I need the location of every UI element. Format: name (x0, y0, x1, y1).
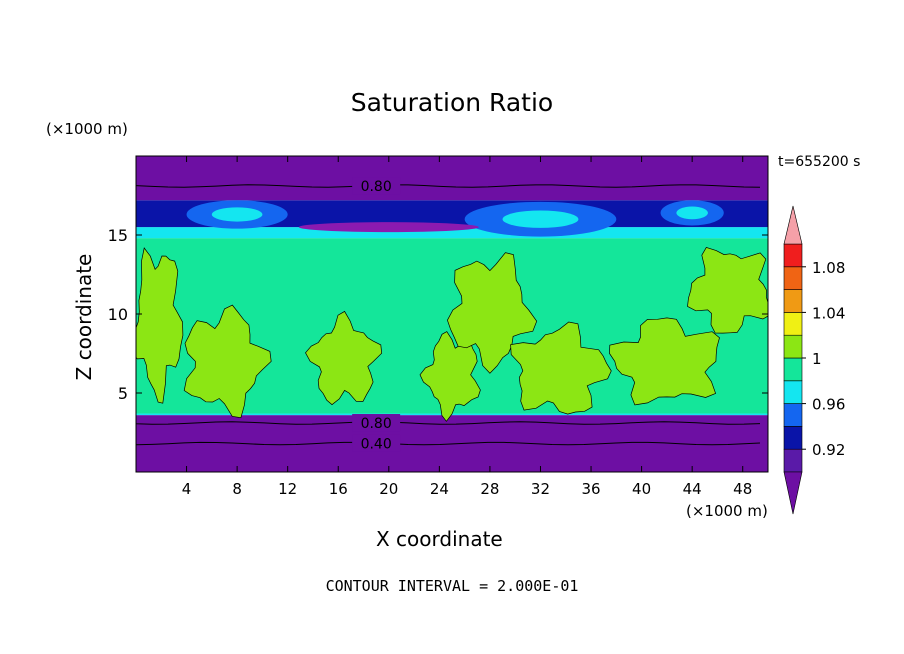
dry-layer-streak (298, 222, 479, 233)
x-tick-label: 24 (430, 480, 449, 498)
colorbar: 0.92 0.96 1 1.04 1.08 (783, 205, 845, 515)
z-axis-unit: (×1000 m) (46, 120, 128, 138)
x-tick-label: 4 (182, 480, 192, 498)
colorbar-segment (783, 312, 803, 336)
moist-region (136, 247, 184, 404)
moist-region (305, 310, 383, 406)
colorbar-segment (783, 243, 803, 268)
contour-label: 0.80 (361, 416, 392, 432)
x-tick-label: 8 (232, 480, 242, 498)
contour-line (136, 441, 761, 446)
y-tick-label: 15 (108, 226, 128, 245)
colorbar-segment (783, 289, 803, 313)
moist-region (447, 252, 538, 374)
field-band (136, 156, 768, 201)
x-tick-label: 12 (278, 480, 297, 498)
contour-interval-note: CONTOUR INTERVAL = 2.000E-01 (325, 577, 579, 595)
contour-label: 0.80 (361, 179, 392, 195)
x-tick-label: 48 (733, 480, 752, 498)
x-axis-unit: (×1000 m) (686, 502, 768, 520)
colorbar-label: 1.04 (812, 304, 845, 322)
colorbar-label: 0.92 (812, 441, 845, 459)
colorbar-segment (783, 380, 803, 404)
colorbar-segment (783, 403, 803, 427)
x-tick-label: 16 (329, 480, 348, 498)
x-tick-label: 40 (632, 480, 651, 498)
colorbar-label: 1 (812, 350, 822, 368)
x-tick-label: 28 (480, 480, 499, 498)
colorbar-segment (783, 334, 803, 359)
contour-label-bg (352, 177, 401, 195)
field-band (136, 227, 768, 239)
moist-region (510, 321, 612, 415)
x-tick-label: 32 (531, 480, 550, 498)
colorbar-label: 0.96 (812, 396, 845, 414)
y-tick-label: 5 (118, 384, 128, 403)
contour-line (136, 421, 761, 425)
contour-label: 0.40 (361, 437, 392, 453)
colorbar-over-triangle (783, 205, 803, 245)
colorbar-under-triangle (783, 471, 803, 515)
colorbar-segment (783, 426, 803, 450)
moist-region (609, 317, 720, 406)
contour-line (136, 184, 761, 188)
y-tick-label: 10 (108, 305, 128, 324)
dry-layer-core (502, 210, 579, 228)
x-tick-label: 44 (683, 480, 702, 498)
x-tick-label: 36 (581, 480, 600, 498)
colorbar-label: 1.08 (812, 259, 845, 277)
colorbar-segment (783, 266, 803, 290)
time-label: t=655200 s (778, 154, 861, 170)
dry-layer-core (676, 206, 708, 220)
contour-label-bg (352, 434, 401, 452)
moist-region (687, 246, 768, 334)
moist-region (183, 304, 272, 419)
colorbar-segment (783, 448, 803, 473)
contour-lines: 0.80 0.80 0.40 (136, 177, 761, 453)
x-axis-label: X coordinate (376, 527, 503, 551)
colorbar-segment (783, 357, 803, 382)
x-tick-label: 20 (379, 480, 398, 498)
contour-label-bg (352, 414, 401, 432)
chart-title: Saturation Ratio (350, 88, 554, 117)
dry-layer-core (211, 207, 263, 222)
